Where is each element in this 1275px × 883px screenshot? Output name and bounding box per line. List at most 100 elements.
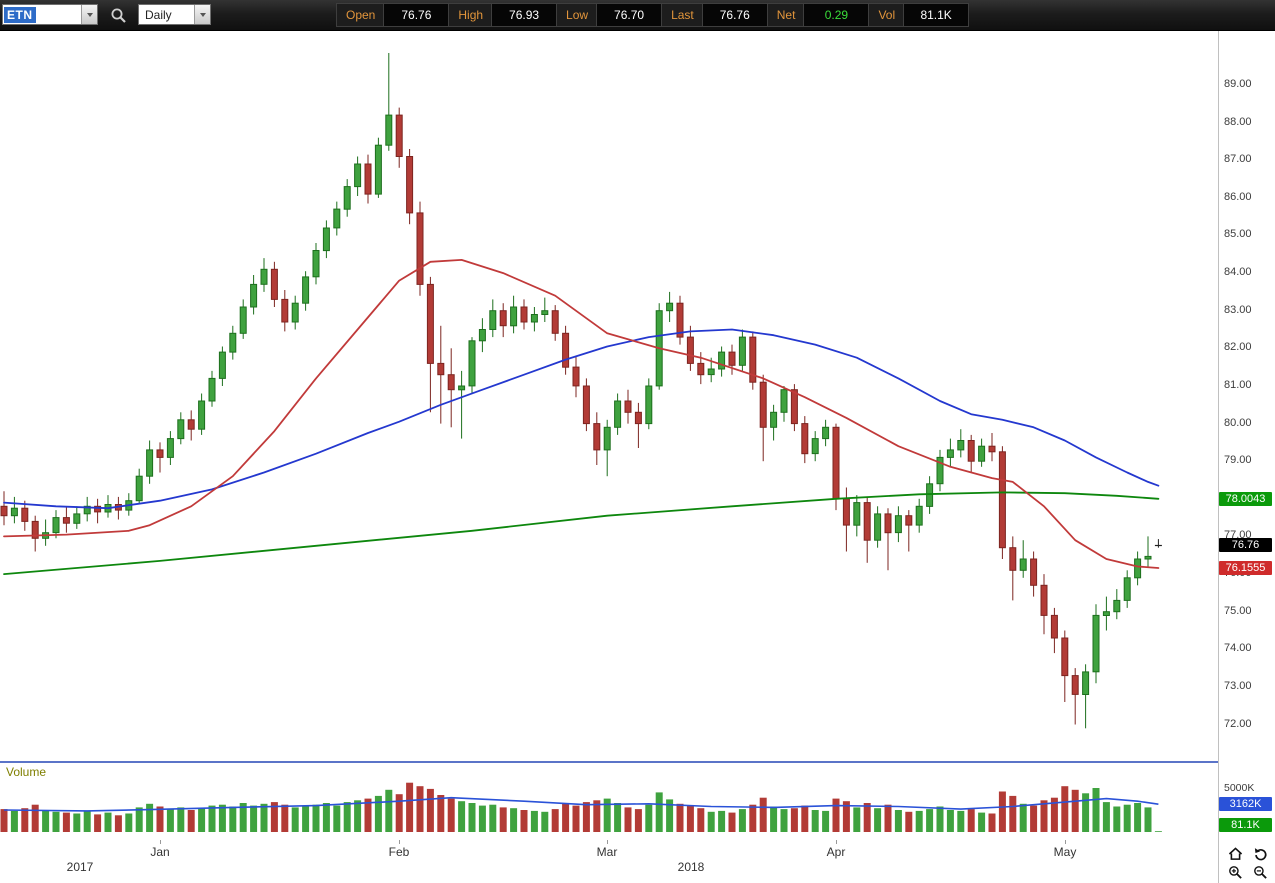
candle — [489, 299, 497, 338]
volume-bar — [697, 808, 705, 832]
volume-bar — [634, 809, 642, 832]
volume-bar — [187, 810, 195, 832]
candle — [1009, 536, 1017, 601]
price-axis-label: 88.00 — [1224, 116, 1252, 128]
candle — [229, 325, 237, 360]
candle — [905, 510, 913, 552]
candle — [62, 506, 70, 533]
volume-bar — [1123, 804, 1131, 832]
candle — [333, 201, 341, 236]
period-dropdown-button[interactable] — [194, 5, 210, 24]
symbol-input[interactable]: ETN — [3, 5, 81, 24]
month-tick — [160, 840, 161, 844]
volume-bar — [1040, 800, 1048, 832]
vol-label: Vol — [878, 8, 896, 22]
time-axis[interactable]: Jan Feb Mar Apr May 2017 2018 — [0, 840, 1218, 883]
volume-bar — [572, 805, 580, 832]
month-tick — [1065, 840, 1066, 844]
volume-bar — [998, 791, 1006, 832]
volume-bar — [42, 810, 50, 832]
volume-bar — [718, 810, 726, 832]
quote-last: Last 76.76 — [662, 3, 768, 27]
home-button[interactable] — [1224, 845, 1247, 862]
candle — [686, 325, 694, 371]
volume-bar — [125, 813, 133, 832]
candle — [936, 449, 944, 492]
candle — [666, 291, 674, 322]
pane-splitter[interactable] — [0, 761, 1218, 763]
volume-bar — [94, 814, 102, 832]
candle — [156, 442, 164, 473]
quote-vol: Vol 81.1K — [869, 3, 970, 27]
period-combo[interactable]: Daily — [138, 4, 211, 25]
undo-icon — [1254, 847, 1267, 860]
candle — [218, 346, 226, 386]
candle — [187, 410, 195, 441]
zoom-in-icon — [1229, 866, 1242, 879]
last-value: 76.76 — [701, 4, 767, 26]
price-axis-label: 73.00 — [1224, 680, 1252, 692]
price-pane[interactable] — [0, 30, 1218, 763]
volume-bar — [624, 807, 632, 832]
high-label: High — [458, 8, 484, 22]
last-price-badge: 76.76 — [1219, 538, 1272, 552]
candle — [988, 433, 996, 462]
zoom-out-button[interactable] — [1249, 864, 1272, 881]
candle — [1082, 664, 1090, 729]
chevron-down-icon — [199, 12, 206, 17]
candle — [1102, 596, 1110, 631]
candlestick-chart[interactable] — [0, 30, 1218, 763]
volume-bar — [395, 794, 403, 832]
net-label: Net — [776, 8, 796, 22]
volume-bar — [343, 802, 351, 832]
candle — [354, 156, 362, 196]
candle — [177, 412, 185, 445]
volume-bar — [52, 811, 60, 832]
price-axis-label: 86.00 — [1224, 191, 1252, 203]
volume-bar — [978, 812, 986, 832]
candle — [801, 416, 809, 464]
last-volume-badge: 81.1K — [1219, 818, 1272, 832]
period-value[interactable]: Daily — [145, 8, 172, 22]
candle — [894, 506, 902, 543]
volume-bar — [426, 788, 434, 832]
volume-chart[interactable] — [0, 763, 1218, 840]
undo-button[interactable] — [1249, 845, 1272, 862]
quote-high: High 76.93 — [449, 3, 558, 27]
price-axis-label: 89.00 — [1224, 78, 1252, 90]
symbol-dropdown-button[interactable] — [81, 5, 97, 24]
volume-bar — [863, 803, 871, 832]
volume-bar — [156, 806, 164, 832]
candle — [676, 295, 684, 345]
volume-bar — [447, 798, 455, 832]
candle — [322, 220, 330, 259]
volume-bar — [322, 803, 330, 832]
volume-bar — [31, 804, 39, 832]
month-tick — [607, 840, 608, 844]
green-ma-line — [3, 491, 1160, 575]
volume-bar — [1154, 831, 1162, 832]
red-ma-line — [3, 259, 1160, 569]
candle — [915, 498, 923, 533]
candle — [21, 500, 29, 531]
price-axis[interactable]: 89.00 88.00 87.00 86.00 85.00 84.00 83.00 82.00… — [1219, 30, 1275, 883]
quote-open: Open 76.76 — [336, 3, 450, 27]
volume-bar — [1102, 802, 1110, 832]
volume-bar — [874, 808, 882, 832]
volume-bar — [770, 806, 778, 832]
candle — [146, 440, 154, 484]
candle — [853, 495, 861, 537]
symbol-combo[interactable]: ETN — [2, 4, 98, 25]
zoom-in-button[interactable] — [1224, 864, 1247, 881]
candle — [10, 496, 18, 524]
red-ma-value-badge: 76.1555 — [1219, 561, 1272, 575]
price-axis-label: 84.00 — [1224, 266, 1252, 278]
search-button[interactable] — [107, 5, 129, 25]
volume-pane[interactable]: Volume — [0, 763, 1218, 840]
candle — [614, 393, 622, 435]
symbol-value[interactable]: ETN — [4, 6, 36, 23]
candle — [1113, 589, 1121, 620]
month-label: May — [1053, 845, 1077, 859]
chart-nav-cluster — [1224, 845, 1274, 881]
volume-bar — [905, 811, 913, 832]
